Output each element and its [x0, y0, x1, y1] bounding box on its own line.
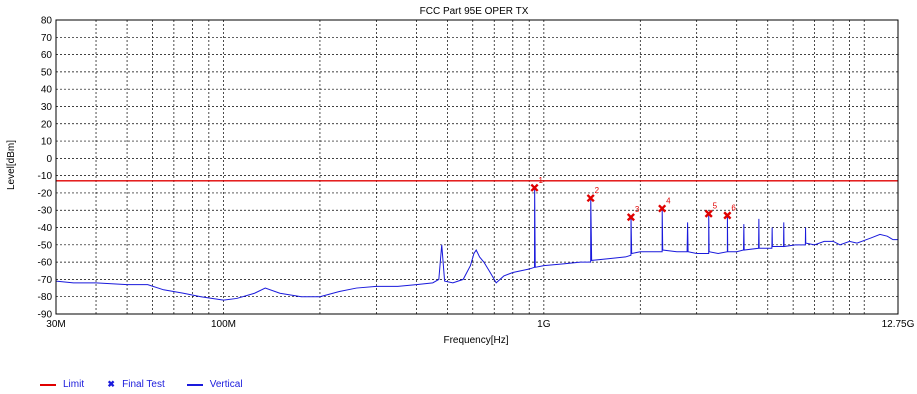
- plot-series: [55, 180, 898, 301]
- marker-cross-stroke: [704, 209, 713, 218]
- y-tick-label: 20: [41, 119, 53, 130]
- y-tick-label: 80: [41, 16, 53, 27]
- y-tick-label: -20: [38, 188, 53, 199]
- axes: 80 70 60 50 40 30 20 10 0 -10 -20 -30 -40 -50 -60 -70 -8…: [38, 16, 915, 331]
- y-tick-label: -80: [38, 292, 53, 303]
- y-tick-label: -10: [38, 171, 53, 182]
- chart-title: FCC Part 95E OPER TX: [420, 6, 529, 17]
- y-tick-label: -60: [38, 258, 53, 269]
- y-tick-label: -70: [38, 275, 53, 286]
- legend-vertical-label: Vertical: [209, 379, 243, 390]
- y-tick-label: 10: [41, 137, 53, 148]
- final-test-marker-label: 6: [731, 203, 736, 212]
- grid: [56, 19, 898, 315]
- marker-cross-stroke: [626, 213, 635, 222]
- final-test-marker-label: 1: [539, 176, 544, 185]
- legend-item-final-test: ✖ Final Test: [106, 379, 165, 390]
- y-tick-label: 0: [46, 154, 52, 165]
- legend-final-test-label: Final Test: [122, 379, 165, 390]
- legend-item-limit: Limit: [40, 379, 84, 390]
- legend: Limit ✖ Final Test Vertical: [40, 379, 265, 390]
- legend-item-vertical: Vertical: [186, 379, 243, 390]
- final-test-marker: 4: [658, 197, 671, 213]
- marker-cross-stroke: [658, 204, 667, 213]
- y-tick-label: 30: [41, 102, 53, 113]
- y-tick-label: -30: [38, 206, 53, 217]
- y-tick-label: -40: [38, 223, 53, 234]
- legend-limit-label: Limit: [63, 379, 85, 390]
- x-tick-label: 12.75G: [882, 319, 915, 330]
- final-test-marker: 6: [723, 203, 736, 220]
- legend-limit-swatch: [40, 383, 56, 386]
- y-tick-label: -50: [38, 240, 53, 251]
- x-axis-label: Frequency[Hz]: [443, 335, 508, 346]
- final-test-marker-label: 2: [595, 186, 600, 195]
- final-test-markers: 1 2 3 4 5 6: [530, 176, 736, 222]
- legend-vertical-swatch: [186, 383, 203, 386]
- marker-cross-stroke: [723, 211, 732, 220]
- marker-cross-stroke: [586, 194, 595, 203]
- plot-frame: [55, 19, 899, 315]
- cross-marker-icon: ✖: [107, 379, 115, 389]
- final-test-marker: 5: [704, 202, 718, 218]
- final-test-marker-label: 3: [635, 205, 640, 214]
- final-test-marker: 3: [626, 205, 640, 222]
- final-test-marker: 1: [530, 176, 544, 192]
- x-tick-label: 1G: [537, 319, 551, 330]
- final-test-marker-label: 5: [713, 202, 718, 211]
- y-tick-label: 50: [41, 67, 53, 78]
- marker-cross-stroke: [530, 183, 539, 192]
- y-tick-label: 60: [41, 50, 53, 61]
- x-tick-label: 100M: [211, 319, 236, 330]
- y-tick-label: 70: [41, 33, 53, 44]
- final-test-marker: 2: [586, 186, 600, 203]
- y-tick-label: 40: [41, 85, 53, 96]
- y-axis-label: Level[dBm]: [6, 140, 17, 190]
- x-tick-label: 30M: [46, 319, 65, 330]
- y-tick-label: -90: [38, 310, 53, 321]
- series-vertical-line: [55, 187, 898, 301]
- final-test-marker-label: 4: [666, 197, 671, 206]
